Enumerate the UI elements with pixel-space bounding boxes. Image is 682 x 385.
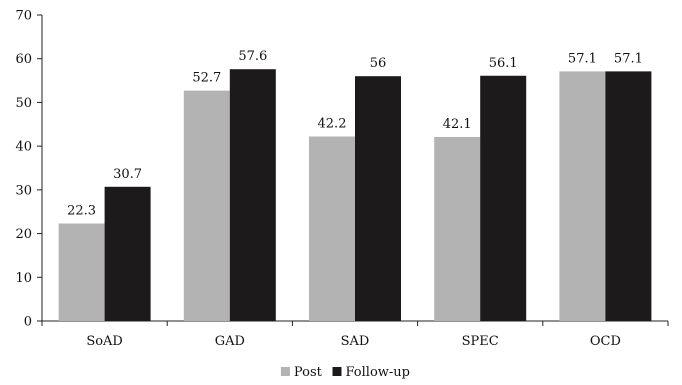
data-label: 56.1 [489,56,518,71]
legend-swatch-post [280,367,290,376]
legend-label: Post [294,365,323,380]
legend-swatch-follow-up [332,367,342,376]
bar-post-soad [58,223,105,321]
data-labels: 22.3 30.7 52.7 57.6 42.2 56 42.1 56.1 57.1 57.1 [67,49,643,218]
legend: Post Follow-up [280,365,411,380]
data-label: 22.3 [67,204,96,219]
bar-follow-up-soad [104,186,151,321]
bars [58,69,652,322]
y-tick-label: 50 [15,96,32,111]
x-axis: SoAD GAD SAD SPEC OCD [41,320,669,349]
bar-follow-up-ocd [605,71,652,322]
bar-post-spec [434,136,481,321]
data-label: 57.1 [568,51,597,66]
bar-follow-up-sad [355,76,401,321]
bar-follow-up-gad [229,69,276,321]
y-tick-label: 30 [15,183,32,198]
x-tick-label: SAD [341,334,370,349]
x-tick-label: GAD [215,334,245,349]
x-tick-label: OCD [590,334,621,349]
y-tick-label: 20 [15,227,32,242]
data-label: 42.2 [318,117,347,132]
data-label: 57.1 [614,51,643,66]
bar-post-ocd [559,71,606,322]
y-tick-label: 60 [15,52,32,67]
bar-post-sad [309,136,355,321]
data-label: 42.1 [443,117,472,132]
data-label: 56 [370,56,387,71]
bar-follow-up-spec [480,75,527,322]
y-tick-label: 40 [15,140,32,155]
bar-post-gad [183,90,230,321]
x-tick-label: SPEC [462,334,499,349]
legend-label: Follow-up [346,365,411,380]
data-label: 30.7 [113,167,142,182]
data-label: 52.7 [192,71,221,86]
y-tick-label: 10 [15,271,32,286]
y-axis: 0 10 20 30 40 50 60 70 [15,9,43,330]
x-tick-label: SoAD [86,334,123,349]
y-tick-label: 70 [15,9,32,24]
data-label: 57.6 [238,49,267,64]
y-tick-label: 0 [24,315,32,330]
